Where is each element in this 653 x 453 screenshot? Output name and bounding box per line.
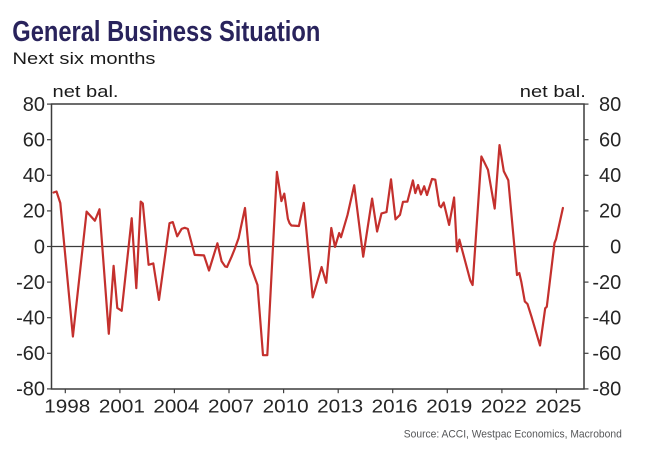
svg-text:20: 20 — [599, 201, 621, 223]
svg-text:Next six months: Next six months — [13, 49, 156, 68]
svg-text:1998: 1998 — [44, 397, 90, 417]
svg-text:-20: -20 — [16, 272, 45, 294]
svg-text:-40: -40 — [16, 308, 45, 330]
svg-text:2025: 2025 — [535, 397, 581, 417]
svg-text:0: 0 — [610, 236, 621, 258]
svg-text:80: 80 — [23, 94, 45, 116]
svg-text:60: 60 — [599, 130, 621, 152]
svg-text:60: 60 — [23, 130, 45, 152]
svg-text:-80: -80 — [16, 379, 45, 401]
svg-text:-20: -20 — [592, 272, 621, 294]
svg-text:net bal.: net bal. — [520, 83, 586, 101]
svg-text:0: 0 — [34, 236, 45, 258]
svg-text:General Business Situation: General Business Situation — [12, 16, 320, 48]
svg-text:40: 40 — [599, 165, 621, 187]
svg-text:2010: 2010 — [263, 397, 309, 417]
svg-text:2004: 2004 — [153, 397, 199, 417]
svg-text:-80: -80 — [592, 379, 621, 401]
svg-text:2019: 2019 — [426, 397, 472, 417]
svg-text:80: 80 — [599, 94, 621, 116]
svg-text:-60: -60 — [16, 343, 45, 365]
svg-text:2016: 2016 — [372, 397, 418, 417]
svg-text:40: 40 — [23, 165, 45, 187]
svg-text:20: 20 — [23, 201, 45, 223]
svg-text:-40: -40 — [592, 308, 621, 330]
svg-text:2001: 2001 — [99, 397, 145, 417]
svg-text:Source: ACCI, Westpac Economic: Source: ACCI, Westpac Economics, Macrobo… — [404, 429, 622, 441]
svg-text:-60: -60 — [592, 343, 621, 365]
svg-text:net bal.: net bal. — [53, 83, 119, 101]
svg-text:2013: 2013 — [317, 397, 363, 417]
svg-text:2022: 2022 — [481, 397, 527, 417]
svg-text:2007: 2007 — [208, 397, 254, 417]
